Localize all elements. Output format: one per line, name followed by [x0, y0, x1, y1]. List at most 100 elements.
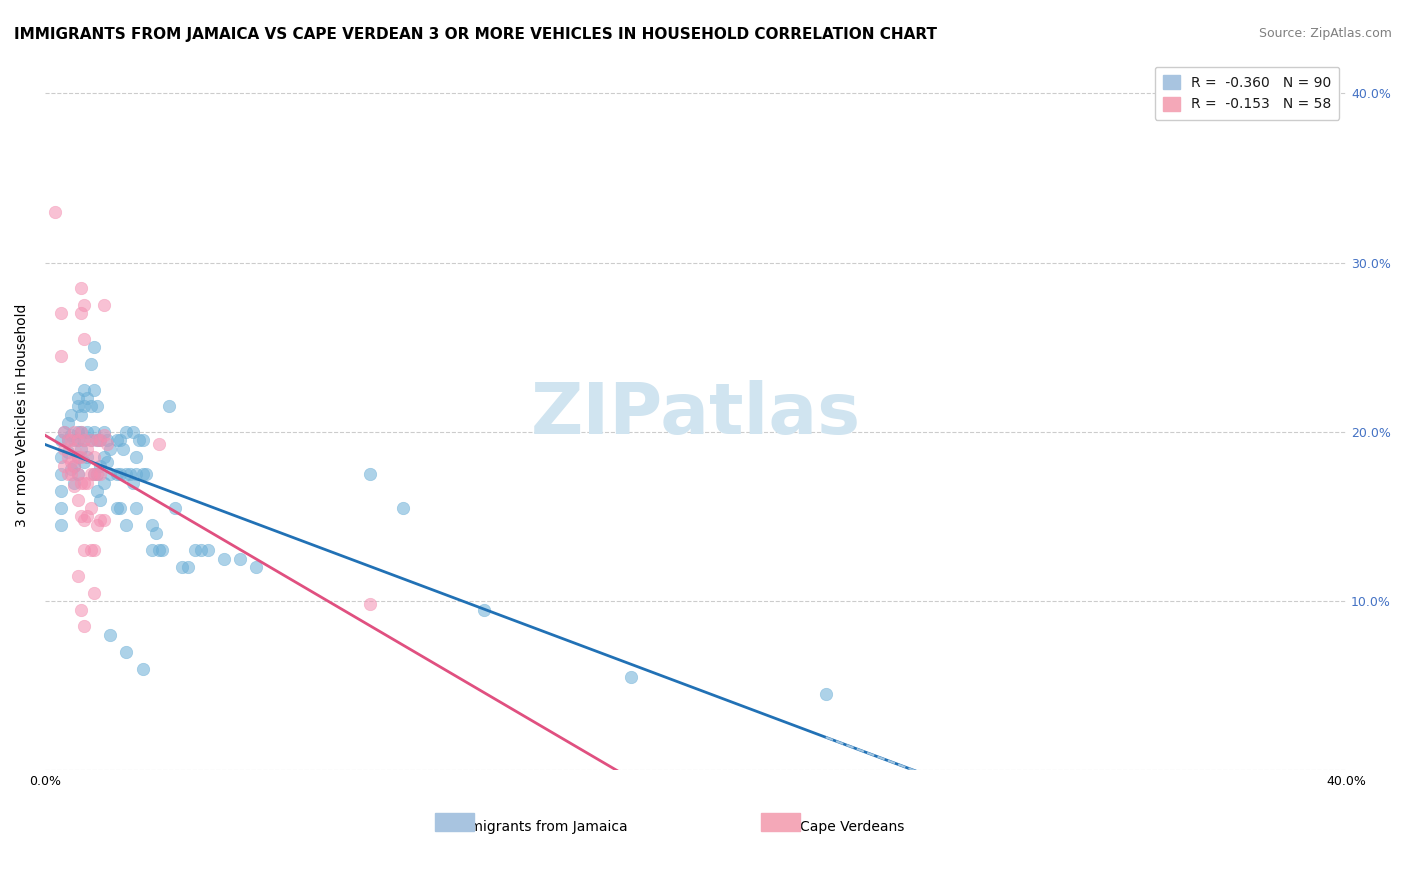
Point	[115, 645, 138, 659]
Point	[59, 434, 82, 448]
Point	[56, 450, 79, 465]
Point	[79, 434, 101, 448]
Point	[56, 434, 79, 448]
Point	[66, 434, 89, 448]
Point	[93, 428, 115, 442]
Point	[150, 543, 173, 558]
Point	[59, 455, 82, 469]
Point	[105, 467, 128, 482]
Point	[108, 467, 131, 482]
Point	[66, 450, 89, 465]
Point	[108, 501, 131, 516]
Point	[93, 425, 115, 439]
Point	[93, 475, 115, 490]
Point	[53, 425, 76, 439]
Point	[121, 475, 143, 490]
Point	[73, 298, 96, 312]
Point	[76, 450, 98, 465]
Point	[66, 467, 89, 482]
Point	[128, 434, 150, 448]
Point	[73, 400, 96, 414]
Point	[135, 467, 157, 482]
Point	[89, 492, 111, 507]
Point	[89, 434, 111, 448]
Point	[229, 551, 252, 566]
Point	[98, 628, 121, 642]
Point	[69, 509, 91, 524]
Point	[59, 408, 82, 422]
Point	[83, 467, 105, 482]
Text: Immigrants from Jamaica: Immigrants from Jamaica	[451, 820, 627, 834]
Point	[131, 467, 153, 482]
Text: Cape Verdeans: Cape Verdeans	[800, 820, 904, 834]
Point	[63, 434, 86, 448]
Point	[83, 450, 105, 465]
Point	[115, 425, 138, 439]
Point	[392, 501, 415, 516]
Point	[93, 513, 115, 527]
Point	[86, 484, 108, 499]
Point	[105, 501, 128, 516]
Point	[89, 467, 111, 482]
Text: IMMIGRANTS FROM JAMAICA VS CAPE VERDEAN 3 OR MORE VEHICLES IN HOUSEHOLD CORRELAT: IMMIGRANTS FROM JAMAICA VS CAPE VERDEAN …	[14, 27, 936, 42]
Point	[73, 475, 96, 490]
Point	[79, 400, 101, 414]
Point	[93, 450, 115, 465]
Point	[79, 434, 101, 448]
Point	[59, 428, 82, 442]
Point	[83, 425, 105, 439]
Point	[44, 205, 66, 219]
Point	[212, 551, 235, 566]
Point	[86, 467, 108, 482]
Point	[66, 450, 89, 465]
Point	[63, 458, 86, 473]
Text: ZIPatlas: ZIPatlas	[530, 381, 860, 450]
Point	[472, 602, 495, 616]
Point	[53, 458, 76, 473]
Point	[131, 434, 153, 448]
Point	[183, 543, 205, 558]
Point	[148, 436, 170, 450]
Point	[83, 383, 105, 397]
Point	[96, 455, 118, 469]
Point	[56, 445, 79, 459]
Point	[141, 518, 163, 533]
Point	[89, 458, 111, 473]
Point	[66, 492, 89, 507]
Point	[79, 543, 101, 558]
Point	[66, 400, 89, 414]
Point	[63, 475, 86, 490]
Point	[177, 560, 200, 574]
Point	[69, 425, 91, 439]
Point	[73, 543, 96, 558]
Point	[170, 560, 193, 574]
Point	[56, 434, 79, 448]
Text: Source: ZipAtlas.com: Source: ZipAtlas.com	[1258, 27, 1392, 40]
Point	[79, 467, 101, 482]
Point	[66, 425, 89, 439]
Point	[105, 434, 128, 448]
Point	[79, 501, 101, 516]
Point	[359, 467, 381, 482]
Point	[83, 543, 105, 558]
Point	[56, 467, 79, 482]
Point	[73, 383, 96, 397]
Point	[51, 501, 73, 516]
Point	[121, 425, 143, 439]
FancyBboxPatch shape	[761, 813, 800, 830]
Point	[197, 543, 219, 558]
Point	[63, 458, 86, 473]
Point	[51, 450, 73, 465]
Point	[69, 475, 91, 490]
Point	[51, 467, 73, 482]
Point	[89, 513, 111, 527]
Point	[51, 484, 73, 499]
Point	[73, 434, 96, 448]
Point	[76, 425, 98, 439]
Point	[157, 400, 180, 414]
Point	[112, 442, 135, 456]
Point	[69, 408, 91, 422]
Point	[76, 442, 98, 456]
Point	[98, 467, 121, 482]
Point	[73, 455, 96, 469]
